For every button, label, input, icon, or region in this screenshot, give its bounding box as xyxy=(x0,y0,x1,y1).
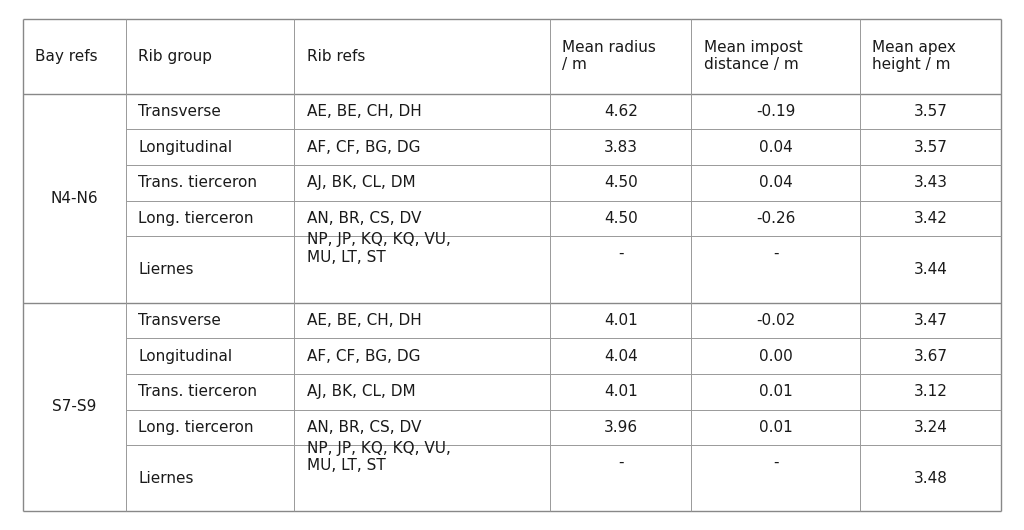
Text: 3.83: 3.83 xyxy=(604,139,638,155)
Text: 0.00: 0.00 xyxy=(759,349,793,364)
Text: Longitudinal: Longitudinal xyxy=(138,349,232,364)
Text: AE, BE, CH, DH: AE, BE, CH, DH xyxy=(307,313,422,328)
Text: AF, CF, BG, DG: AF, CF, BG, DG xyxy=(307,139,420,155)
Text: -0.02: -0.02 xyxy=(756,313,796,328)
Text: Rib refs: Rib refs xyxy=(307,49,366,64)
Text: 3.47: 3.47 xyxy=(913,313,947,328)
Text: 4.62: 4.62 xyxy=(604,104,638,119)
Text: Long. tierceron: Long. tierceron xyxy=(138,211,254,226)
Text: 3.96: 3.96 xyxy=(604,420,638,435)
Text: AN, BR, CS, DV: AN, BR, CS, DV xyxy=(307,211,421,226)
Text: Mean impost
distance / m: Mean impost distance / m xyxy=(703,40,803,72)
Text: AN, BR, CS, DV: AN, BR, CS, DV xyxy=(307,420,421,435)
Text: Liernes: Liernes xyxy=(138,471,194,486)
Text: 3.44: 3.44 xyxy=(913,262,947,277)
Text: 3.57: 3.57 xyxy=(913,139,947,155)
Text: 3.67: 3.67 xyxy=(913,349,948,364)
Text: AF, CF, BG, DG: AF, CF, BG, DG xyxy=(307,349,420,364)
Text: AJ, BK, CL, DM: AJ, BK, CL, DM xyxy=(307,384,416,399)
Text: 3.24: 3.24 xyxy=(913,420,947,435)
Text: 4.50: 4.50 xyxy=(604,211,638,226)
Text: 4.01: 4.01 xyxy=(604,384,638,399)
Text: N4-N6: N4-N6 xyxy=(50,190,98,206)
Text: 0.01: 0.01 xyxy=(759,384,793,399)
Text: 0.04: 0.04 xyxy=(759,139,793,155)
Text: 3.43: 3.43 xyxy=(913,175,948,190)
Text: 3.42: 3.42 xyxy=(913,211,947,226)
Text: Rib group: Rib group xyxy=(138,49,212,64)
Text: Trans. tierceron: Trans. tierceron xyxy=(138,384,257,399)
Text: Transverse: Transverse xyxy=(138,104,221,119)
Text: -: - xyxy=(618,454,624,470)
Text: Mean radius
/ m: Mean radius / m xyxy=(562,40,656,72)
Text: 3.57: 3.57 xyxy=(913,104,947,119)
Text: 0.01: 0.01 xyxy=(759,420,793,435)
Text: 3.12: 3.12 xyxy=(913,384,947,399)
Text: -0.26: -0.26 xyxy=(756,211,796,226)
Text: -0.19: -0.19 xyxy=(756,104,796,119)
Text: Longitudinal: Longitudinal xyxy=(138,139,232,155)
Text: 4.50: 4.50 xyxy=(604,175,638,190)
Text: -: - xyxy=(773,245,778,260)
Text: -: - xyxy=(618,245,624,260)
Text: 0.04: 0.04 xyxy=(759,175,793,190)
Text: Transverse: Transverse xyxy=(138,313,221,328)
Text: AE, BE, CH, DH: AE, BE, CH, DH xyxy=(307,104,422,119)
Text: Bay refs: Bay refs xyxy=(35,49,97,64)
Text: Trans. tierceron: Trans. tierceron xyxy=(138,175,257,190)
Text: Mean apex
height / m: Mean apex height / m xyxy=(872,40,956,72)
Text: NP, JP, KQ, KQ, VU,
MU, LT, ST: NP, JP, KQ, KQ, VU, MU, LT, ST xyxy=(307,441,451,473)
Text: Liernes: Liernes xyxy=(138,262,194,277)
Text: 4.04: 4.04 xyxy=(604,349,638,364)
Text: 3.48: 3.48 xyxy=(913,471,947,486)
Text: NP, JP, KQ, KQ, VU,
MU, LT, ST: NP, JP, KQ, KQ, VU, MU, LT, ST xyxy=(307,232,451,264)
Text: AJ, BK, CL, DM: AJ, BK, CL, DM xyxy=(307,175,416,190)
Text: 4.01: 4.01 xyxy=(604,313,638,328)
Text: -: - xyxy=(773,454,778,470)
Text: Long. tierceron: Long. tierceron xyxy=(138,420,254,435)
Text: S7-S9: S7-S9 xyxy=(52,400,96,414)
